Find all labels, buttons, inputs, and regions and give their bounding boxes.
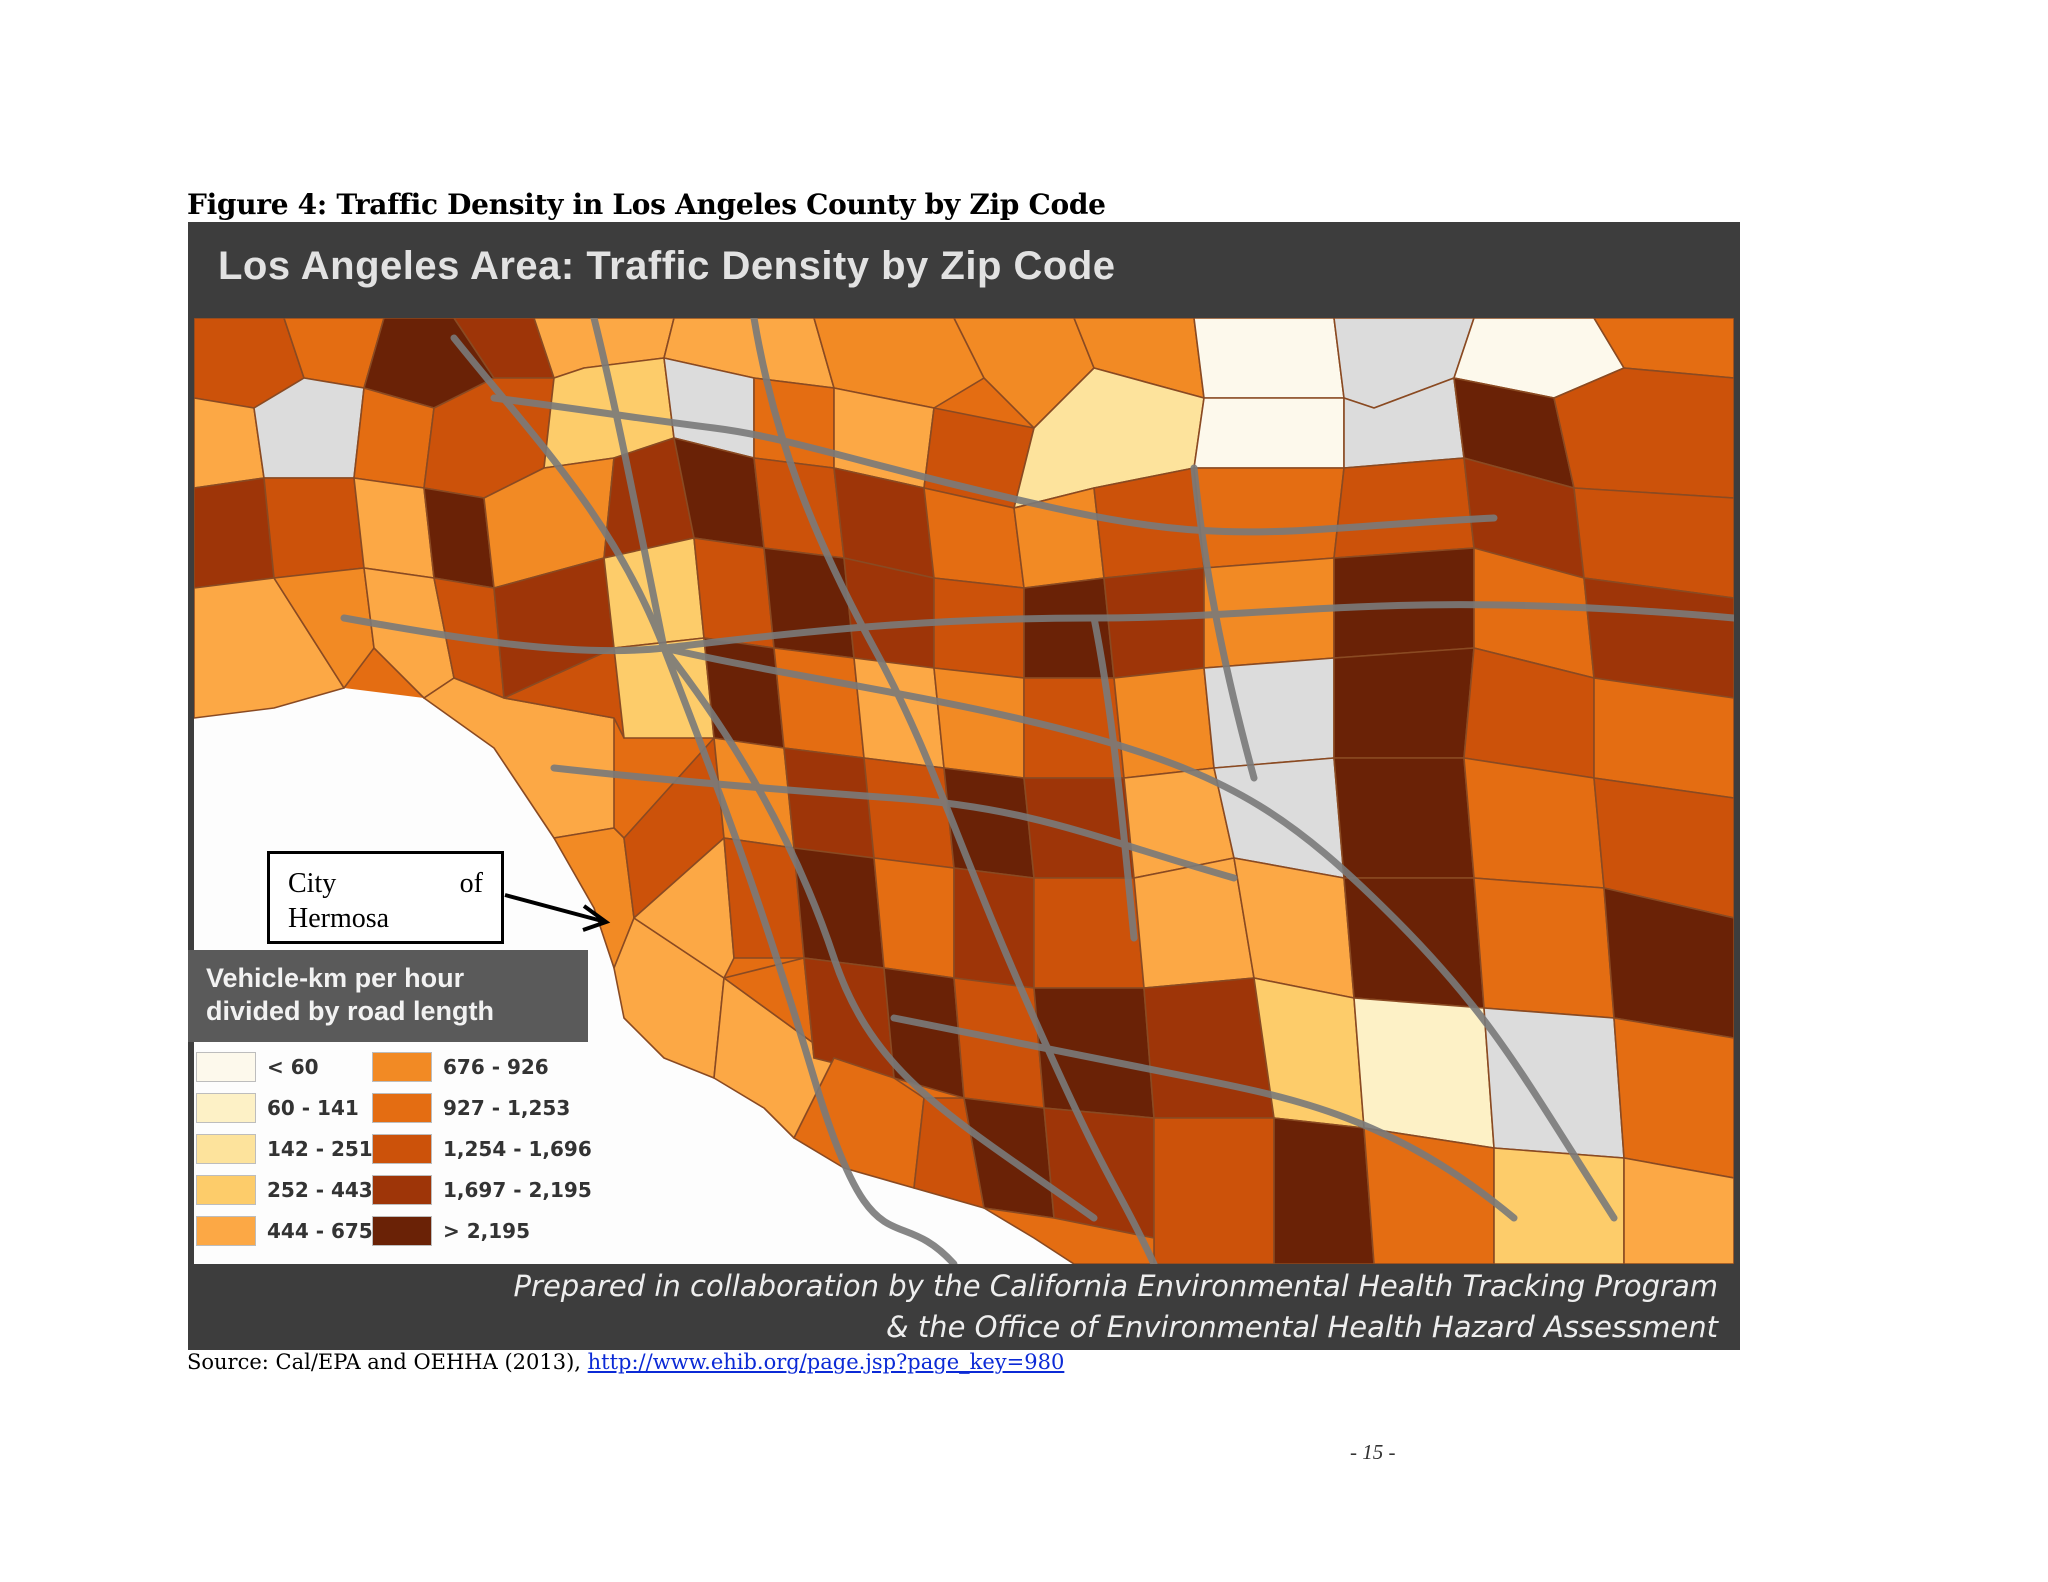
legend-label: 444 - 675	[267, 1219, 373, 1243]
legend-item: 444 - 675	[196, 1214, 373, 1248]
source-citation: Source: Cal/EPA and OEHHA (2013), http:/…	[187, 1350, 1064, 1374]
legend-item: 142 - 251	[196, 1132, 373, 1166]
map-footer-line2: & the Office of Environmental Health Haz…	[885, 1310, 1718, 1344]
legend-swatch	[196, 1134, 256, 1164]
legend-swatch	[196, 1175, 256, 1205]
legend-label: 252 - 443	[267, 1178, 373, 1202]
legend-label: 60 - 141	[267, 1096, 359, 1120]
legend-item: < 60	[196, 1050, 319, 1084]
figure-caption: Figure 4: Traffic Density in Los Angeles…	[187, 188, 1106, 221]
map-canvas	[194, 318, 1734, 1264]
legend-item: 927 - 1,253	[372, 1091, 570, 1125]
callout-word-hermosa: Hermosa	[288, 903, 390, 934]
legend-label: 142 - 251	[267, 1137, 373, 1161]
source-link[interactable]: http://www.ehib.org/page.jsp?page_key=98…	[587, 1350, 1065, 1374]
legend-label: 927 - 1,253	[443, 1096, 571, 1120]
legend-swatch	[372, 1134, 432, 1164]
legend-label: > 2,195	[443, 1219, 530, 1243]
map-footer-line1: Prepared in collaboration by the Califor…	[513, 1269, 1718, 1303]
callout-word-of: of	[459, 868, 483, 899]
legend-item: 1,254 - 1,696	[372, 1132, 592, 1166]
page-number: - 15 -	[1350, 1440, 1396, 1464]
legend-title: Vehicle-km per hour divided by road leng…	[188, 950, 588, 1042]
hermosa-callout-box: City of Hermosa	[267, 851, 504, 944]
legend-swatch	[372, 1093, 432, 1123]
legend-label: 1,697 - 2,195	[443, 1178, 592, 1202]
legend-item: 60 - 141	[196, 1091, 359, 1125]
legend-title-line2: divided by road length	[206, 996, 495, 1026]
legend-item: 676 - 926	[372, 1050, 549, 1084]
legend-item: 1,697 - 2,195	[372, 1173, 592, 1207]
map-title: Los Angeles Area: Traffic Density by Zip…	[218, 244, 1116, 288]
legend-title-line1: Vehicle-km per hour	[206, 963, 465, 993]
choropleth-map	[194, 318, 1734, 1264]
legend-swatch	[196, 1052, 256, 1082]
legend-swatch	[372, 1216, 432, 1246]
legend-swatch	[196, 1093, 256, 1123]
legend-item: > 2,195	[372, 1214, 530, 1248]
source-prefix: Source: Cal/EPA and OEHHA (2013),	[187, 1350, 588, 1374]
callout-word-city: City	[288, 868, 337, 899]
legend-label: < 60	[267, 1055, 319, 1079]
map-figure: Los Angeles Area: Traffic Density by Zip…	[188, 222, 1740, 1350]
legend-swatch	[372, 1175, 432, 1205]
map-footer: Prepared in collaboration by the Califor…	[318, 1266, 1718, 1348]
legend-swatch	[372, 1052, 432, 1082]
legend-label: 676 - 926	[443, 1055, 549, 1079]
legend-swatch	[196, 1216, 256, 1246]
legend-label: 1,254 - 1,696	[443, 1137, 592, 1161]
legend-item: 252 - 443	[196, 1173, 373, 1207]
